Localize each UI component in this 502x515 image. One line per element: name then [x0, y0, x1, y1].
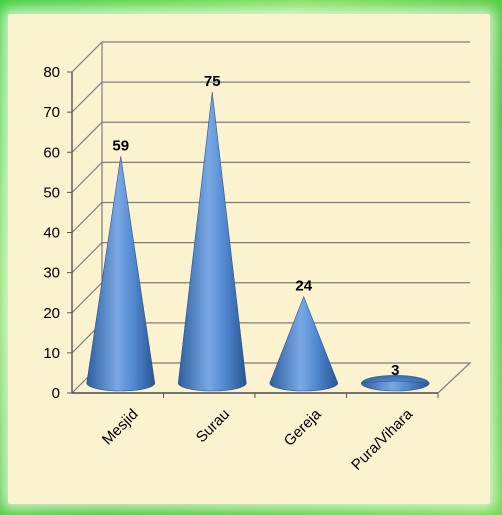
y-tick-label: 0	[52, 385, 60, 402]
cone-pura-vihara	[360, 375, 430, 392]
x-category-label: Surau	[193, 406, 233, 446]
gridline	[71, 161, 470, 193]
y-axis-ticks: 0 10 20 30 40 50 60 70 80	[43, 64, 72, 402]
y-tick-label: 20	[43, 305, 60, 322]
cones	[86, 92, 430, 392]
cone-surau	[177, 92, 247, 392]
data-label: 59	[112, 137, 129, 154]
y-tick-label: 70	[43, 104, 60, 121]
data-labels: 59 75 24 3	[112, 73, 399, 379]
cone-mesjid	[86, 156, 156, 392]
cone-body	[269, 295, 339, 392]
x-axis-categories: Mesjid Surau Gereja Pura/Vihara	[99, 393, 439, 474]
gridline	[71, 41, 470, 73]
cone-body	[177, 92, 247, 392]
gridline	[71, 121, 470, 153]
cone-gereja	[269, 295, 339, 392]
y-tick-label: 80	[43, 64, 60, 81]
y-tick-label: 50	[43, 184, 60, 201]
x-category-label: Pura/Vihara	[348, 405, 416, 473]
gridline	[71, 81, 470, 113]
y-tick-label: 10	[43, 345, 60, 362]
cone-body	[360, 380, 430, 392]
x-category-label: Gereja	[281, 405, 325, 449]
y-tick-label: 60	[43, 144, 60, 161]
y-tick-label: 30	[43, 265, 60, 282]
x-category-label: Mesjid	[99, 406, 142, 449]
data-label: 3	[391, 362, 399, 379]
data-label: 24	[295, 278, 312, 295]
data-label: 75	[204, 73, 221, 90]
cone-body	[86, 156, 156, 392]
y-tick-label: 40	[43, 225, 60, 242]
